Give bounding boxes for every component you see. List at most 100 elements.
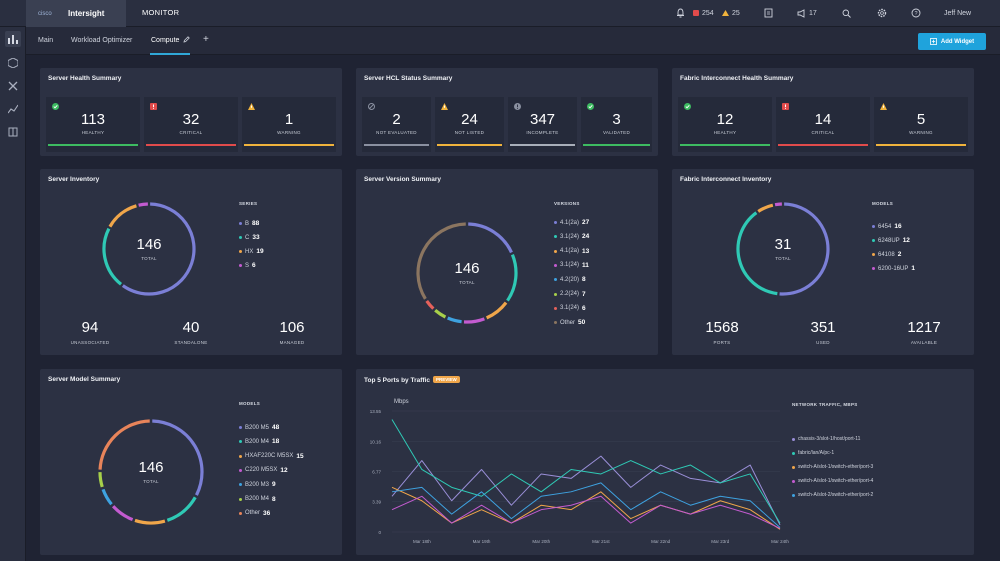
legend-item[interactable]: HXAF220C M5SX 15	[239, 453, 304, 460]
legend-item[interactable]: switch-A/slot-1/switch-ether/port-3	[792, 464, 873, 470]
server-model-donut[interactable]	[97, 418, 205, 526]
add-tab-icon[interactable]: +	[203, 34, 209, 45]
unassociated-stat[interactable]: 94 UNASSOCIATED	[55, 319, 125, 345]
legend-item[interactable]: B 88	[239, 220, 259, 227]
bell-icon[interactable]	[676, 6, 685, 20]
critical-stat[interactable]: 14 CRITICAL	[776, 97, 870, 152]
donut-segment[interactable]	[121, 202, 196, 296]
legend-value: 19	[256, 248, 264, 255]
legend-item[interactable]: 6248UP 12	[872, 237, 910, 244]
donut-segment[interactable]	[152, 419, 204, 496]
legend-item[interactable]: 6200-16UP 1	[872, 265, 915, 272]
legend-item[interactable]: 64108 2	[872, 251, 901, 258]
book-icon[interactable]	[5, 124, 21, 140]
warning-alarms[interactable]: 25	[722, 6, 740, 20]
donut-segment[interactable]	[774, 202, 782, 207]
legend-item[interactable]: fabric/lan/A/pc-1	[792, 450, 834, 456]
analytics-icon[interactable]	[5, 101, 21, 117]
server-version-donut[interactable]	[415, 221, 519, 325]
legend-item[interactable]: 3.1(24) 6	[554, 305, 586, 312]
legend-dot	[239, 264, 242, 267]
series-line[interactable]	[391, 455, 781, 526]
legend-item[interactable]: 4.2(20) 8	[554, 276, 586, 283]
legend-item[interactable]: C220 M5SX 12	[239, 467, 288, 474]
user-menu[interactable]: Jeff New	[944, 9, 972, 17]
critical-stat[interactable]: 32 CRITICAL	[144, 97, 238, 152]
donut-segment[interactable]	[108, 204, 137, 228]
legend-item[interactable]: switch-A/slot-1/switch-ether/port-4	[792, 478, 873, 484]
legend-item[interactable]: 3.1(24) 11	[554, 262, 589, 269]
critical-alarms[interactable]: 254	[693, 6, 714, 20]
donut-segment[interactable]	[757, 203, 774, 213]
donut-segment[interactable]	[468, 222, 513, 254]
incomplete-stat[interactable]: 347 INCOMPLETE	[508, 97, 577, 152]
legend-item[interactable]: B200 M3 9	[239, 481, 276, 488]
donut-segment[interactable]	[463, 317, 485, 324]
legend-item[interactable]: 4.1(2a) 27	[554, 219, 589, 226]
donut-segment[interactable]	[102, 227, 123, 286]
healthy-stat[interactable]: 113 HEALTHY	[46, 97, 140, 152]
donut-segment[interactable]	[98, 472, 104, 488]
not-listed-stat[interactable]: 24 NOT LISTED	[435, 97, 504, 152]
donut-segment[interactable]	[506, 254, 518, 302]
announcements[interactable]: 17	[797, 6, 817, 20]
donut-segment[interactable]	[134, 518, 166, 525]
requests-icon[interactable]	[764, 6, 773, 20]
not-evaluated-stat[interactable]: 2 NOT EVALUATED	[362, 97, 431, 152]
donut-segment[interactable]	[425, 299, 435, 310]
available-stat[interactable]: 1217 AVAILABLE	[889, 319, 959, 345]
server-inventory-donut[interactable]	[101, 201, 197, 297]
legend-item[interactable]: 6454 16	[872, 223, 902, 230]
legend-item[interactable]: HX 19	[239, 248, 264, 255]
donut-segment[interactable]	[138, 202, 148, 207]
fi-inventory-donut[interactable]	[735, 201, 831, 297]
legend-item[interactable]: Other 50	[554, 319, 585, 326]
legend-item[interactable]: B200 M5 48	[239, 424, 279, 431]
legend-item[interactable]: 3.1(24) 24	[554, 233, 589, 240]
legend-item[interactable]: chassis-3/slot-1/host/port-11	[792, 436, 860, 442]
legend-item[interactable]: B200 M4 8	[239, 496, 276, 503]
series-line[interactable]	[391, 482, 781, 528]
donut-segment[interactable]	[736, 211, 778, 296]
series-line[interactable]	[391, 419, 781, 524]
standalone-stat[interactable]: 40 STANDALONE	[156, 319, 226, 345]
legend-item[interactable]: B200 M4 18	[239, 438, 279, 445]
managed-stat[interactable]: 106 MANAGED	[257, 319, 327, 345]
add-widget-button[interactable]: Add Widget	[918, 33, 986, 50]
help-icon[interactable]: ?	[911, 6, 921, 20]
tools-icon[interactable]	[5, 78, 21, 94]
legend-item[interactable]: 2.2(24) 7	[554, 291, 586, 298]
tab-main[interactable]: Main	[38, 37, 54, 44]
legend-item[interactable]: C 33	[239, 234, 260, 241]
tab-workload-optimizer[interactable]: Workload Optimizer	[71, 37, 133, 44]
healthy-stat[interactable]: 12 HEALTHY	[678, 97, 772, 152]
donut-segment[interactable]	[447, 316, 462, 324]
tab-compute[interactable]: Compute	[151, 37, 180, 44]
legend-item[interactable]: 4.1(2a) 13	[554, 248, 589, 255]
warning-stat[interactable]: 5 WARNING	[874, 97, 968, 152]
donut-segment[interactable]	[101, 488, 113, 506]
warning-stat[interactable]: 1 WARNING	[242, 97, 336, 152]
cube-icon[interactable]	[5, 55, 21, 71]
donut-segment[interactable]	[485, 301, 508, 320]
legend-item[interactable]: Other 36	[239, 510, 270, 517]
used-stat[interactable]: 351 USED	[788, 319, 858, 345]
donut-segment[interactable]	[779, 202, 830, 296]
legend-item[interactable]: switch-A/slot-2/switch-ether/port-2	[792, 492, 873, 498]
brand[interactable]: cisco Intersight	[26, 0, 126, 27]
gear-icon[interactable]	[877, 6, 887, 20]
pencil-icon[interactable]	[183, 36, 190, 45]
ports-stat[interactable]: 1568 PORTS	[687, 319, 757, 345]
series-line[interactable]	[391, 486, 781, 530]
search-icon[interactable]	[842, 6, 851, 20]
validated-stat[interactable]: 3 VALIDATED	[581, 97, 652, 152]
dashboard-icon[interactable]	[5, 31, 21, 47]
donut-segment[interactable]	[434, 309, 447, 319]
donut-segment[interactable]	[111, 505, 134, 522]
series-line[interactable]	[391, 495, 781, 529]
donut-segment[interactable]	[166, 496, 197, 522]
donut-segment[interactable]	[98, 419, 150, 470]
traffic-line-chart[interactable]: 13.55 10.16 6.77 3.39 0 Mar 18th Mar 19th Mar 2…	[356, 369, 796, 555]
donut-segment[interactable]	[416, 222, 466, 300]
